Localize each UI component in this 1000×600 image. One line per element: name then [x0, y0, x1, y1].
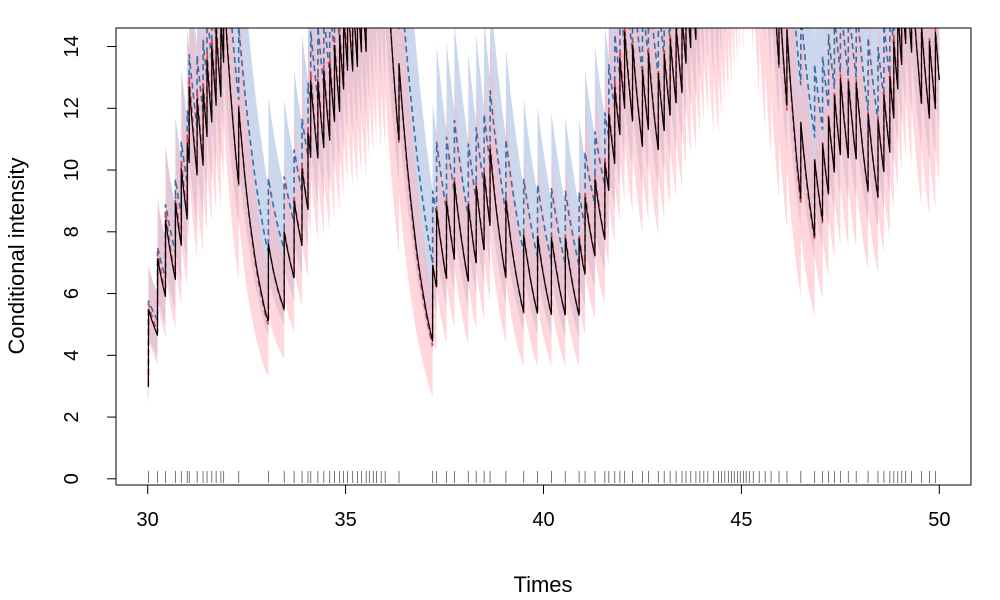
y-tick-label: 2	[61, 412, 83, 423]
true-intensity-line	[147, 28, 940, 387]
x-tick-label: 30	[137, 509, 159, 531]
x-tick-label: 50	[928, 509, 950, 531]
x-axis-title: Times	[513, 572, 572, 597]
y-tick-label: 0	[61, 473, 83, 484]
y-tick-label: 14	[61, 35, 83, 57]
event-rug	[148, 471, 936, 483]
y-tick-label: 12	[61, 97, 83, 119]
y-axis-title: Conditional intensity	[4, 158, 29, 355]
x-tick-label: 45	[730, 509, 752, 531]
x-tick-label: 35	[334, 509, 356, 531]
intensity-lines	[147, 28, 941, 387]
x-tick-label: 40	[532, 509, 554, 531]
confidence-bands	[147, 28, 940, 402]
y-tick-label: 6	[61, 288, 83, 299]
y-axis: 0 2 4 6 8 10 12 14	[61, 35, 117, 484]
red-confidence-band	[147, 28, 940, 402]
y-tick-label: 10	[61, 159, 83, 181]
x-axis: 30 35 40 45 50	[137, 484, 950, 531]
y-tick-label: 4	[61, 350, 83, 361]
y-tick-label: 8	[61, 226, 83, 237]
